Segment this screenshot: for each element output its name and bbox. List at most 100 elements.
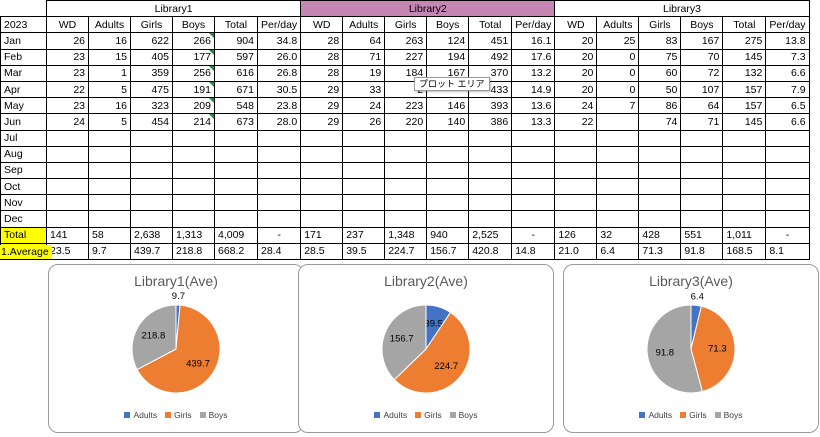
column-header[interactable]: Per/day bbox=[511, 16, 556, 34]
data-cell[interactable]: 194 bbox=[426, 48, 470, 66]
legend-item[interactable]: Boys bbox=[714, 410, 743, 420]
data-cell[interactable]: 266 bbox=[172, 32, 215, 50]
data-cell[interactable]: 28.0 bbox=[256, 113, 302, 131]
data-cell[interactable]: 13.3 bbox=[511, 113, 556, 131]
data-cell[interactable]: 5 bbox=[88, 80, 131, 99]
ave-cell[interactable]: 9.7 bbox=[88, 242, 131, 261]
data-cell[interactable]: 71 bbox=[680, 113, 724, 131]
pie-slice-girls[interactable] bbox=[393, 311, 471, 394]
data-cell[interactable]: 256 bbox=[172, 64, 215, 82]
ave-cell[interactable]: 6.4 bbox=[596, 242, 640, 261]
data-cell[interactable] bbox=[638, 178, 682, 196]
data-cell[interactable] bbox=[765, 161, 810, 180]
data-cell[interactable]: 454 bbox=[130, 113, 173, 131]
data-cell[interactable]: 20 bbox=[554, 48, 598, 66]
data-cell[interactable]: 0 bbox=[596, 48, 640, 66]
data-cell[interactable]: 24 bbox=[342, 97, 386, 115]
data-cell[interactable]: 157 bbox=[722, 97, 767, 115]
data-cell[interactable]: 20 bbox=[554, 64, 598, 82]
pie-slice-boys[interactable] bbox=[131, 304, 177, 371]
data-cell[interactable]: 671 bbox=[214, 80, 258, 99]
data-cell[interactable]: 24 bbox=[46, 113, 89, 131]
total-cell[interactable]: 2,638 bbox=[130, 226, 173, 244]
ave-cell[interactable]: 668.2 bbox=[214, 242, 258, 261]
column-header[interactable]: Adults bbox=[88, 16, 131, 34]
data-cell[interactable]: 23 bbox=[46, 64, 89, 82]
data-cell[interactable]: 214 bbox=[172, 113, 215, 131]
data-cell[interactable] bbox=[722, 210, 767, 228]
data-cell[interactable] bbox=[342, 161, 386, 180]
data-cell[interactable] bbox=[426, 129, 470, 147]
data-cell[interactable]: 23 bbox=[46, 97, 89, 115]
month-cell[interactable]: Sep bbox=[0, 161, 47, 180]
total-cell[interactable]: 237 bbox=[342, 226, 386, 244]
legend-item[interactable]: Boys bbox=[199, 410, 228, 420]
data-cell[interactable]: 7 bbox=[596, 97, 640, 115]
ave-cell[interactable]: 23.5 bbox=[46, 242, 89, 261]
legend-item[interactable]: Girls bbox=[165, 410, 192, 420]
data-cell[interactable]: 75 bbox=[638, 48, 682, 66]
data-cell[interactable]: 19 bbox=[342, 64, 386, 82]
data-cell[interactable] bbox=[300, 161, 344, 180]
data-cell[interactable] bbox=[214, 194, 258, 212]
total-cell[interactable]: 141 bbox=[46, 226, 89, 244]
data-cell[interactable]: 220 bbox=[384, 113, 428, 131]
data-cell[interactable]: 673 bbox=[214, 113, 258, 131]
ave-cell[interactable]: 420.8 bbox=[468, 242, 513, 261]
data-cell[interactable]: 616 bbox=[214, 64, 258, 82]
data-cell[interactable] bbox=[468, 145, 513, 163]
data-cell[interactable] bbox=[256, 145, 302, 163]
data-cell[interactable] bbox=[638, 145, 682, 163]
data-cell[interactable]: 70 bbox=[680, 48, 724, 66]
data-cell[interactable]: 86 bbox=[638, 97, 682, 115]
data-cell[interactable] bbox=[88, 210, 131, 228]
data-cell[interactable]: 622 bbox=[130, 32, 173, 50]
data-cell[interactable]: 22 bbox=[554, 113, 598, 131]
data-cell[interactable] bbox=[88, 161, 131, 180]
month-cell[interactable]: Mar bbox=[0, 64, 47, 82]
month-cell[interactable]: Oct bbox=[0, 178, 47, 196]
data-cell[interactable] bbox=[554, 210, 598, 228]
data-cell[interactable]: 132 bbox=[722, 64, 767, 82]
data-cell[interactable]: 0 bbox=[596, 64, 640, 82]
data-cell[interactable] bbox=[88, 194, 131, 212]
data-cell[interactable]: 124 bbox=[426, 32, 470, 50]
legend-item[interactable]: Girls bbox=[680, 410, 707, 420]
data-cell[interactable] bbox=[426, 161, 470, 180]
data-cell[interactable]: 23 bbox=[46, 48, 89, 66]
data-cell[interactable]: 17.6 bbox=[511, 48, 556, 66]
pie-slice-girls[interactable] bbox=[136, 304, 221, 394]
total-cell[interactable]: 58 bbox=[88, 226, 131, 244]
data-cell[interactable] bbox=[172, 194, 215, 212]
data-cell[interactable]: 146 bbox=[426, 97, 470, 115]
data-cell[interactable]: 60 bbox=[638, 64, 682, 82]
ave-cell[interactable]: 21.0 bbox=[554, 242, 598, 261]
data-cell[interactable]: 64 bbox=[342, 32, 386, 50]
corner-cell[interactable] bbox=[1, 1, 47, 17]
data-cell[interactable]: 26 bbox=[46, 32, 89, 50]
column-header[interactable]: WD bbox=[554, 16, 598, 34]
data-cell[interactable] bbox=[88, 129, 131, 147]
data-cell[interactable] bbox=[511, 178, 556, 196]
data-cell[interactable]: 22 bbox=[46, 80, 89, 99]
data-cell[interactable] bbox=[765, 145, 810, 163]
data-cell[interactable] bbox=[46, 210, 89, 228]
data-cell[interactable] bbox=[554, 161, 598, 180]
data-cell[interactable]: 16 bbox=[88, 97, 131, 115]
data-cell[interactable]: 29 bbox=[300, 113, 344, 131]
data-cell[interactable]: 323 bbox=[130, 97, 173, 115]
column-header[interactable]: Per/day bbox=[256, 16, 302, 34]
column-header[interactable]: Boys bbox=[680, 16, 724, 34]
month-cell[interactable]: Dec bbox=[0, 210, 47, 228]
ave-cell[interactable]: 8.1 bbox=[765, 242, 810, 261]
data-cell[interactable] bbox=[214, 161, 258, 180]
column-header[interactable]: Boys bbox=[426, 16, 470, 34]
data-cell[interactable] bbox=[256, 194, 302, 212]
total-cell[interactable]: 171 bbox=[300, 226, 344, 244]
data-cell[interactable]: 20 bbox=[554, 80, 598, 99]
data-cell[interactable] bbox=[596, 145, 640, 163]
data-cell[interactable] bbox=[638, 194, 682, 212]
data-cell[interactable]: 5 bbox=[88, 113, 131, 131]
data-cell[interactable] bbox=[638, 210, 682, 228]
column-header[interactable]: Total bbox=[468, 16, 513, 34]
